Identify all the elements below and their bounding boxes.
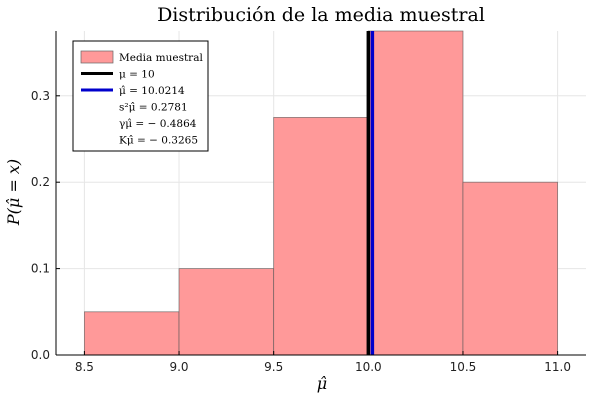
legend-entry-label: μ = 10 — [119, 69, 155, 81]
histogram-bar — [462, 181, 559, 356]
chart-title: Distribución de la media muestral — [157, 4, 485, 26]
x-tick-label: 11.0 — [544, 360, 571, 374]
legend-entry-label: Kμ̂ = − 0.3265 — [119, 135, 198, 147]
axes — [55, 31, 586, 356]
histogram-bar — [83, 311, 180, 356]
x-tick-label: 8.5 — [75, 360, 94, 374]
legend-entry-label: Media muestral — [119, 52, 203, 64]
y-tick-label: 0.2 — [31, 175, 50, 189]
y-tick-label: 0.0 — [31, 348, 50, 362]
legend-entry-label: s²μ̂ = 0.2781 — [119, 102, 188, 114]
reference-lines — [366, 31, 375, 355]
histogram-bar — [367, 30, 464, 356]
histogram-bar — [273, 117, 369, 356]
legend: Media muestral μ = 10 μ̂ = 10.0214 s²μ̂ = 0… — [72, 40, 209, 152]
x-tick-label: 10.0 — [355, 360, 382, 374]
y-tick-label: 0.1 — [31, 262, 50, 276]
legend-entry-label: γμ̂ = − 0.4864 — [119, 118, 197, 130]
histogram-bar — [178, 268, 275, 356]
x-tick-label: 9.0 — [169, 360, 188, 374]
legend-swatch-bar — [80, 50, 114, 64]
x-tick-label: 9.5 — [264, 360, 283, 374]
x-axis-label: μ̂ — [317, 374, 327, 393]
tick-labels: 8.5 9.0 9.5 10.0 10.5 11.0 0.0 0.1 0.2 0.3 — [31, 89, 571, 374]
x-tick-label: 10.5 — [450, 360, 477, 374]
y-tick-label: 0.3 — [31, 89, 50, 103]
y-axis-label: P(μ̂ = x) — [4, 159, 23, 226]
legend-entry-label: μ̂ = 10.0214 — [119, 85, 185, 97]
